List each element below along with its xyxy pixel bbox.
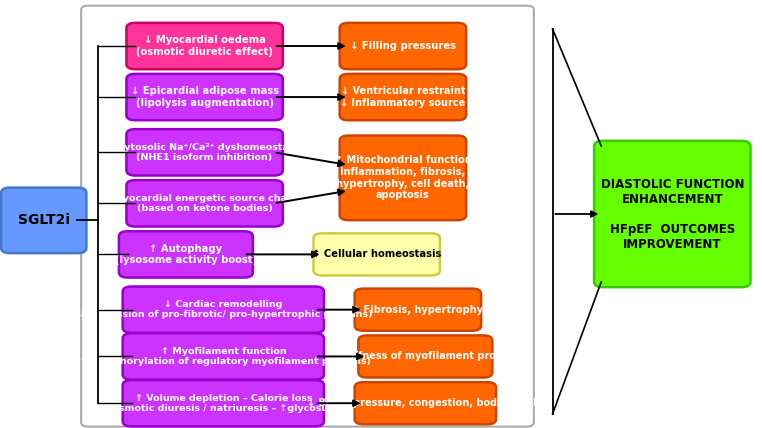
Text: ↓ Myocardial oedema
(osmotic diuretic effect): ↓ Myocardial oedema (osmotic diuretic ef… bbox=[136, 35, 273, 57]
Text: ↑ Volume depletion – Calorie loss
(↑osmotic diuresis / natriuresis – ↑glycosuria: ↑ Volume depletion – Calorie loss (↑osmo… bbox=[100, 393, 347, 413]
FancyBboxPatch shape bbox=[354, 288, 481, 331]
Text: DIASTOLIC FUNCTION
ENHANCEMENT

HFpEF  OUTCOMES
IMPROVEMENT: DIASTOLIC FUNCTION ENHANCEMENT HFpEF OUT… bbox=[600, 178, 744, 250]
FancyBboxPatch shape bbox=[126, 180, 283, 226]
FancyBboxPatch shape bbox=[340, 23, 466, 69]
Text: ↓ Ventricular restraint
↓ Inflammatory source: ↓ Ventricular restraint ↓ Inflammatory s… bbox=[341, 86, 466, 108]
FancyBboxPatch shape bbox=[123, 286, 324, 333]
Text: ↑ Cellular homeostasis: ↑ Cellular homeostasis bbox=[312, 250, 441, 259]
Text: SGLT2i: SGLT2i bbox=[18, 214, 70, 227]
FancyBboxPatch shape bbox=[123, 333, 324, 380]
FancyBboxPatch shape bbox=[1, 187, 86, 253]
FancyBboxPatch shape bbox=[126, 23, 283, 69]
FancyBboxPatch shape bbox=[340, 74, 466, 120]
Text: ↑ Autophagy
(lysosome activity boost): ↑ Autophagy (lysosome activity boost) bbox=[115, 244, 257, 265]
Text: ↑ Mitochondrial function
Inflammation, fibrosis,
hypertrophy, cell death,
apopto: ↑ Mitochondrial function Inflammation, f… bbox=[335, 155, 471, 200]
Text: ↓ Fibrosis, hypertrophy: ↓ Fibrosis, hypertrophy bbox=[352, 305, 483, 315]
FancyBboxPatch shape bbox=[340, 136, 466, 220]
FancyBboxPatch shape bbox=[126, 129, 283, 175]
Text: ↓ Cardiac remodelling
(↓expression of pro-fibrotic/ pro-hypertrophic proteins): ↓ Cardiac remodelling (↓expression of pr… bbox=[74, 300, 373, 319]
Text: ↓ Stiffness of myofilament proteins: ↓ Stiffness of myofilament proteins bbox=[327, 351, 523, 362]
FancyBboxPatch shape bbox=[119, 231, 253, 278]
FancyBboxPatch shape bbox=[354, 382, 496, 424]
Text: ↑ Myofilament function
(↑phosphorylation of regulatory myofilament proteins): ↑ Myofilament function (↑phosphorylation… bbox=[75, 347, 371, 366]
Text: ↓ Epicardial adipose mass
(lipolysis augmentation): ↓ Epicardial adipose mass (lipolysis aug… bbox=[130, 86, 279, 108]
FancyBboxPatch shape bbox=[313, 233, 440, 276]
Text: ↓ Blood pressure, congestion, body weight: ↓ Blood pressure, congestion, body weigh… bbox=[306, 398, 544, 408]
Text: ↓ Cytosolic Na⁺/Ca²⁺ dyshomeostasis
(NHE1 isoform inhibition): ↓ Cytosolic Na⁺/Ca²⁺ dyshomeostasis (NHE… bbox=[106, 143, 303, 162]
Text: ↓ Filling pressures: ↓ Filling pressures bbox=[350, 41, 456, 51]
FancyBboxPatch shape bbox=[594, 141, 751, 287]
FancyBboxPatch shape bbox=[358, 336, 492, 377]
FancyBboxPatch shape bbox=[126, 74, 283, 120]
FancyBboxPatch shape bbox=[123, 380, 324, 426]
Text: ↑ Myocardial energetic source change
(based on ketone bodies): ↑ Myocardial energetic source change (ba… bbox=[102, 193, 307, 213]
